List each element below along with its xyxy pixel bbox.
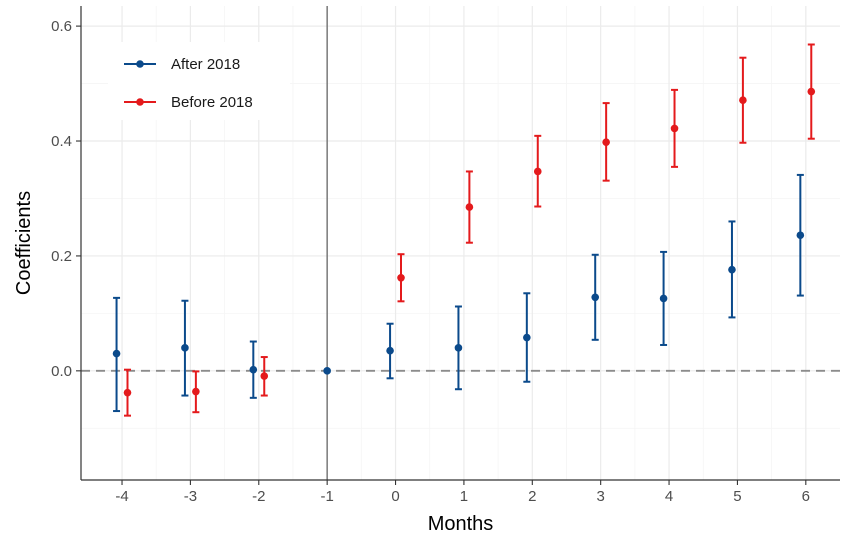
data-point	[323, 367, 331, 375]
data-point	[181, 344, 189, 352]
y-tick-label: 0.2	[51, 248, 72, 265]
data-point	[807, 87, 816, 96]
x-tick-label: 5	[733, 488, 741, 505]
series-after-2018	[112, 173, 805, 413]
data-point	[465, 203, 474, 211]
x-tick-label: 0	[391, 488, 399, 505]
legend-key-before-2018	[124, 98, 156, 106]
legend: After 2018 Before 2018	[108, 42, 290, 120]
axis-layer: -4 -3 -2 -1 0 1 2 3 4 5 6 0.0 0.2 0.4 0.6	[51, 6, 840, 505]
x-tick-label: 3	[597, 488, 605, 505]
x-tick-label: -2	[252, 488, 265, 505]
data-point	[659, 294, 668, 303]
legend-key-point	[136, 98, 144, 106]
data-point	[123, 388, 132, 397]
data-point	[249, 365, 258, 374]
data-point	[591, 293, 600, 302]
x-tick-label: -3	[184, 488, 197, 505]
x-tick-label: 6	[802, 488, 810, 505]
data-point	[533, 167, 542, 176]
legend-key-after-2018	[124, 60, 156, 68]
series-layer	[112, 43, 816, 417]
data-point	[260, 372, 269, 380]
data-point	[192, 387, 200, 396]
x-tick-label: -4	[115, 488, 128, 505]
data-point	[739, 96, 747, 105]
reference-lines	[81, 6, 840, 480]
data-point	[796, 231, 805, 240]
y-axis-title: Coefficients	[13, 191, 35, 295]
data-point	[112, 349, 121, 358]
data-point	[454, 344, 463, 352]
legend-background	[108, 42, 290, 120]
y-tick-label: 0.4	[51, 133, 72, 150]
x-tick-label: 2	[528, 488, 536, 505]
data-point	[728, 265, 736, 274]
data-point	[523, 333, 531, 342]
series-before-2018	[123, 43, 816, 417]
x-tick-label: -1	[320, 488, 333, 505]
data-point	[602, 138, 610, 146]
data-point	[397, 273, 405, 282]
legend-label-before-2018: Before 2018	[171, 94, 253, 111]
legend-key-point	[136, 60, 144, 68]
x-tick-label: 1	[460, 488, 468, 505]
x-axis-title: Months	[428, 513, 494, 535]
data-point	[670, 124, 679, 133]
x-tick-label: 4	[665, 488, 673, 505]
legend-label-after-2018: After 2018	[171, 56, 240, 73]
data-point	[386, 346, 394, 355]
y-tick-label: 0.6	[51, 18, 72, 35]
y-tick-label: 0.0	[51, 363, 72, 380]
